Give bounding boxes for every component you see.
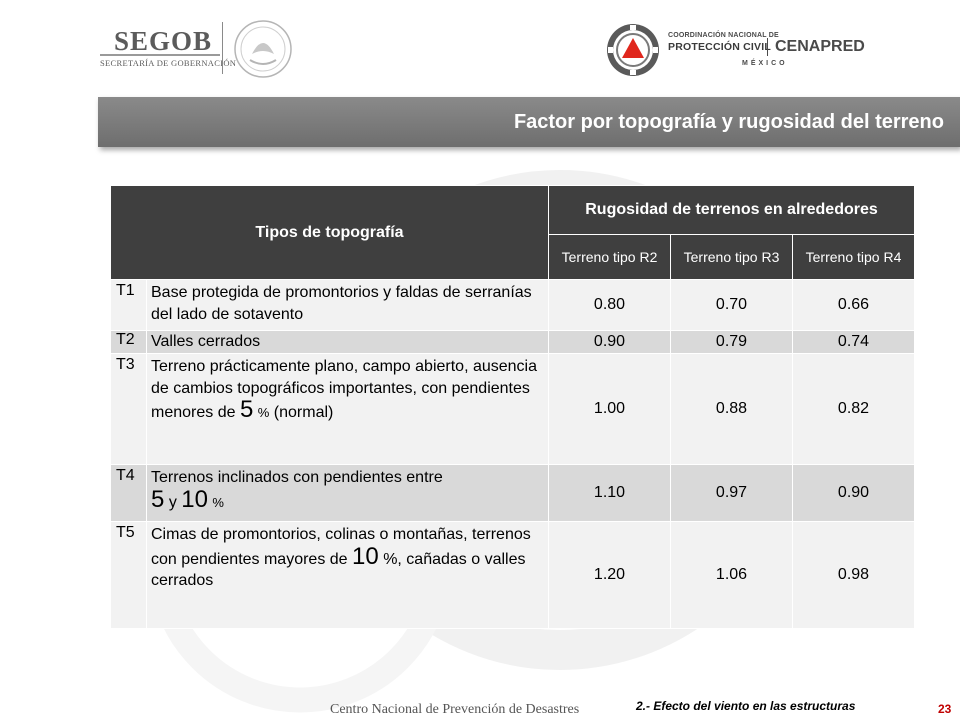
row-description: Valles cerrados <box>146 330 549 354</box>
subheader-r3: Terreno tipo R3 <box>670 234 793 280</box>
row-code: T4 <box>110 464 147 522</box>
subheader-r4: Terreno tipo R4 <box>792 234 915 280</box>
page-number: 23 <box>938 702 952 716</box>
value-r3: 0.70 <box>670 279 793 331</box>
logo-separator <box>767 38 768 56</box>
segob-wordmark: SEGOB <box>114 26 213 56</box>
cenapred-wordmark: CENAPRED <box>775 38 865 55</box>
segob-rule <box>100 54 220 56</box>
table-row: T1 Base protegida de promontorios y fald… <box>110 279 915 331</box>
subheader-r2: Terreno tipo R2 <box>548 234 671 280</box>
header-divider <box>222 22 223 74</box>
table-row: T5 Cimas de promontorios, colinas o mont… <box>110 521 915 629</box>
proteccion-civil-line2: PROTECCIÓN CIVIL <box>668 41 771 53</box>
segob-subtitle: SECRETARÍA DE GOBERNACIÓN <box>100 58 237 68</box>
value-r2: 1.00 <box>548 353 671 465</box>
footer-section: 2.- Efecto del viento en las estructuras <box>636 699 856 713</box>
desc-percent: % <box>257 405 270 420</box>
segob-logo: SEGOB SECRETARÍA DE GOBERNACIÓN <box>100 22 236 72</box>
value-r2: 0.80 <box>548 279 671 331</box>
topography-factor-table: Tipos de topografía Rugosidad de terreno… <box>110 185 915 629</box>
header-topography-types: Tipos de topografía <box>110 185 549 280</box>
desc-percent: % <box>212 494 224 510</box>
table-row: T3 Terreno prácticamente plano, campo ab… <box>110 353 915 465</box>
value-r3: 0.79 <box>670 330 793 354</box>
value-r3: 0.88 <box>670 353 793 465</box>
title-bar: Factor por topografía y rugosidad del te… <box>98 97 960 147</box>
value-r4: 0.74 <box>792 330 915 354</box>
desc-number: 5 <box>239 396 254 423</box>
footer-organization: Centro Nacional de Prevención de Desastr… <box>330 702 580 717</box>
mexico-label: MÉXICO <box>742 60 788 67</box>
desc-number: 5 <box>151 485 165 513</box>
desc-number: 10 <box>181 485 208 513</box>
table-row: T4 Terrenos inclinados con pendientes en… <box>110 464 915 522</box>
slide-title: Factor por topografía y rugosidad del te… <box>513 111 944 133</box>
proteccion-civil-line1: COORDINACIÓN NACIONAL DE <box>668 32 779 39</box>
value-r4: 0.98 <box>792 521 915 629</box>
row-description: Base protegida de promontorios y faldas … <box>146 279 549 331</box>
row-code: T5 <box>110 521 147 629</box>
row-code: T2 <box>110 330 147 354</box>
row-description: Terreno prácticamente plano, campo abier… <box>146 353 549 465</box>
row-description: Terrenos inclinados con pendientes entre… <box>146 464 549 522</box>
row-code: T1 <box>110 279 147 331</box>
value-r2: 1.10 <box>548 464 671 522</box>
header-roughness: Rugosidad de terrenos en alrededores <box>548 185 915 235</box>
proteccion-civil-emblem-icon <box>607 24 659 76</box>
desc-text: Terreno prácticamente plano, campo abier… <box>151 358 537 421</box>
desc-text-end: (normal) <box>273 404 334 421</box>
value-r2: 0.90 <box>548 330 671 354</box>
value-r4: 0.82 <box>792 353 915 465</box>
desc-text: Terrenos inclinados con pendientes entre <box>151 469 443 486</box>
row-description: Cimas de promontorios, colinas o montaña… <box>146 521 549 629</box>
value-r3: 1.06 <box>670 521 793 629</box>
value-r4: 0.90 <box>792 464 915 522</box>
value-r3: 0.97 <box>670 464 793 522</box>
desc-number: 10 <box>352 542 379 570</box>
value-r4: 0.66 <box>792 279 915 331</box>
value-r2: 1.20 <box>548 521 671 629</box>
table-row: T2 Valles cerrados 0.90 0.79 0.74 <box>110 330 915 354</box>
mexico-seal-icon <box>234 20 292 78</box>
desc-text-end: %, cañadas o valles cerrados <box>151 550 526 590</box>
desc-conjunction: y <box>168 493 177 511</box>
desc-text: Cimas de promontorios, colinas o montaña… <box>151 526 531 568</box>
row-code: T3 <box>110 353 147 465</box>
